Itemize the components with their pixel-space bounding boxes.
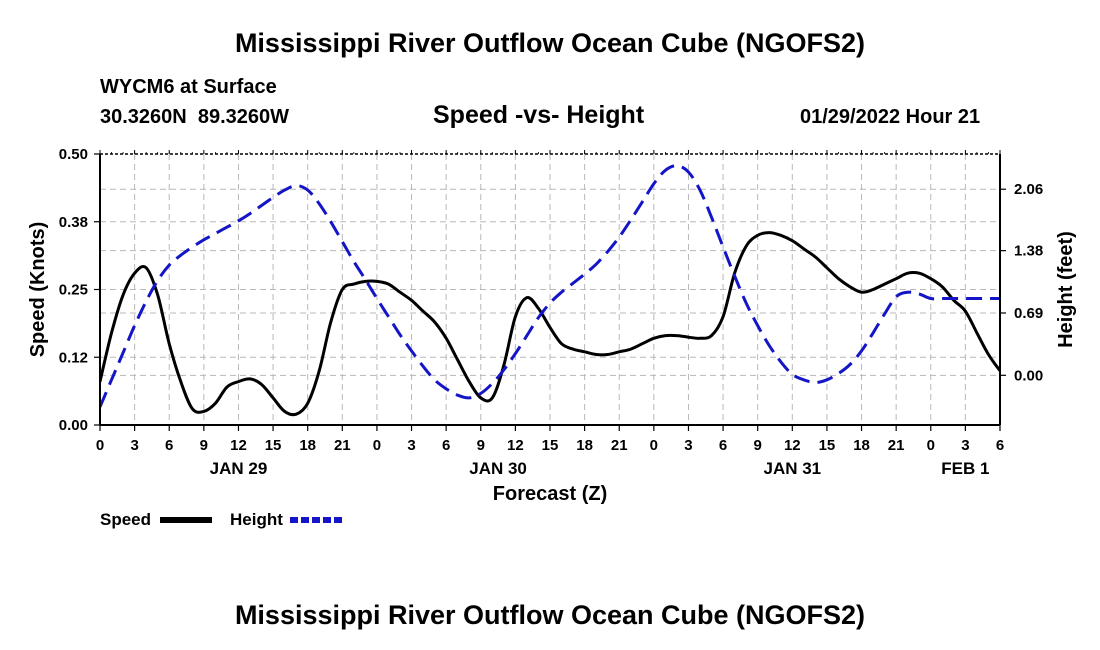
series-height-line — [100, 164, 1000, 408]
x-tick-label: 6 — [442, 437, 450, 454]
footer-title: Mississippi River Outflow Ocean Cube (NG… — [234, 600, 866, 630]
x-tick-label: 21 — [611, 437, 628, 454]
forecast-datetime: 01/29/2022 Hour 21 — [800, 106, 981, 128]
x-tick-label: 0 — [650, 437, 658, 454]
legend-label-speed: Speed — [100, 510, 151, 529]
y-tick-label: 0.25 — [59, 282, 88, 299]
x-tick-label: 3 — [961, 437, 969, 454]
x-tick-label: 21 — [334, 437, 351, 454]
x-tick-label: 3 — [130, 437, 138, 454]
y-tick-label: 0.00 — [59, 417, 88, 434]
x-tick-label: 6 — [719, 437, 727, 454]
page-title: Mississippi River Outflow Ocean Cube (NG… — [234, 28, 866, 58]
x-tick-label: 15 — [265, 437, 282, 454]
x-tick-label: 0 — [373, 437, 381, 454]
x-tick-label: 21 — [888, 437, 905, 454]
x-tick-label: 6 — [996, 437, 1004, 454]
chart-subtitle: Speed -vs- Height — [433, 101, 645, 129]
station-label: WYCM6 at Surface — [100, 76, 277, 98]
x-tick-label: 12 — [784, 437, 801, 454]
x-tick-label: 18 — [853, 437, 870, 454]
y2-axis-title: Height (feet) — [1055, 231, 1077, 348]
x-tick-label: 18 — [299, 437, 316, 454]
y2-tick-label: 0.69 — [1014, 305, 1043, 322]
x-tick-label: 12 — [507, 437, 524, 454]
x-tick-label: 0 — [927, 437, 935, 454]
x-tick-label: 0 — [96, 437, 104, 454]
x-tick-label: 3 — [684, 437, 692, 454]
speed-height-chart: 0 3 6 9 12 15 18 21 0 3 6 9 12 15 18 21 0 3 6 9 12 15 18 21 0 3 6 0… — [27, 146, 1077, 529]
legend-label-height: Height — [230, 510, 283, 529]
coordinates-label: 30.3260N 89.3260W — [100, 106, 290, 128]
plot-area — [100, 164, 1000, 417]
x-tick-label: 9 — [477, 437, 485, 454]
axes: 0 3 6 9 12 15 18 21 0 3 6 9 12 15 18 21 0 3 6 9 12 15 18 21 0 3 6 0… — [27, 146, 1077, 529]
x-tick-label: 3 — [407, 437, 415, 454]
x-tick-label: 18 — [576, 437, 593, 454]
legend: Speed Height — [100, 510, 342, 529]
y-tick-label: 0.50 — [59, 146, 88, 163]
date-label: FEB 1 — [941, 459, 989, 478]
grid-lines — [100, 154, 1000, 425]
x-tick-label: 6 — [165, 437, 173, 454]
date-label: JAN 30 — [469, 459, 527, 478]
y-tick-label: 0.12 — [59, 349, 88, 366]
x-tick-label: 9 — [754, 437, 762, 454]
x-tick-label: 15 — [819, 437, 836, 454]
x-tick-label: 15 — [542, 437, 559, 454]
date-label: JAN 29 — [210, 459, 268, 478]
y2-tick-label: 2.06 — [1014, 181, 1043, 198]
y2-tick-label: 1.38 — [1014, 243, 1043, 260]
y-tick-label: 0.38 — [59, 214, 88, 231]
date-label: JAN 31 — [763, 459, 821, 478]
x-tick-label: 12 — [230, 437, 247, 454]
x-axis-title: Forecast (Z) — [493, 483, 607, 505]
y-axis-title: Speed (Knots) — [27, 222, 49, 358]
x-tick-label: 9 — [200, 437, 208, 454]
y2-tick-label: 0.00 — [1014, 367, 1043, 384]
series-speed-line — [100, 231, 1000, 417]
